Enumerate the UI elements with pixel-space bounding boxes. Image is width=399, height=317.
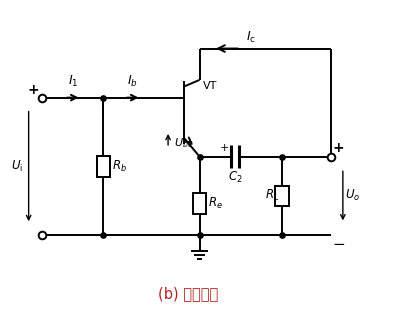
Text: $-$: $-$ (332, 235, 345, 250)
Text: (b) 交流通路: (b) 交流通路 (158, 287, 218, 301)
Bar (193, 193, 206, 214)
Text: $C_2$: $C_2$ (227, 170, 242, 185)
Text: $I_{\rm c}$: $I_{\rm c}$ (245, 30, 255, 45)
Text: $U_{\rm i}$: $U_{\rm i}$ (11, 159, 23, 174)
Text: $I_b$: $I_b$ (127, 74, 138, 89)
Text: $R_e$: $R_e$ (208, 196, 223, 211)
Text: +: + (332, 141, 344, 155)
Bar (275, 185, 288, 206)
Bar (97, 156, 110, 177)
Text: $I_1$: $I_1$ (67, 74, 78, 89)
Text: $U_o$: $U_o$ (345, 188, 360, 204)
Text: $R_L$: $R_L$ (265, 188, 280, 204)
Text: +: + (219, 143, 229, 152)
Text: +: + (28, 83, 40, 97)
Text: $U_{be}$: $U_{be}$ (174, 136, 194, 150)
Bar (97, 156, 110, 177)
Text: $R_b$: $R_b$ (112, 159, 127, 174)
Text: VT: VT (203, 81, 217, 91)
